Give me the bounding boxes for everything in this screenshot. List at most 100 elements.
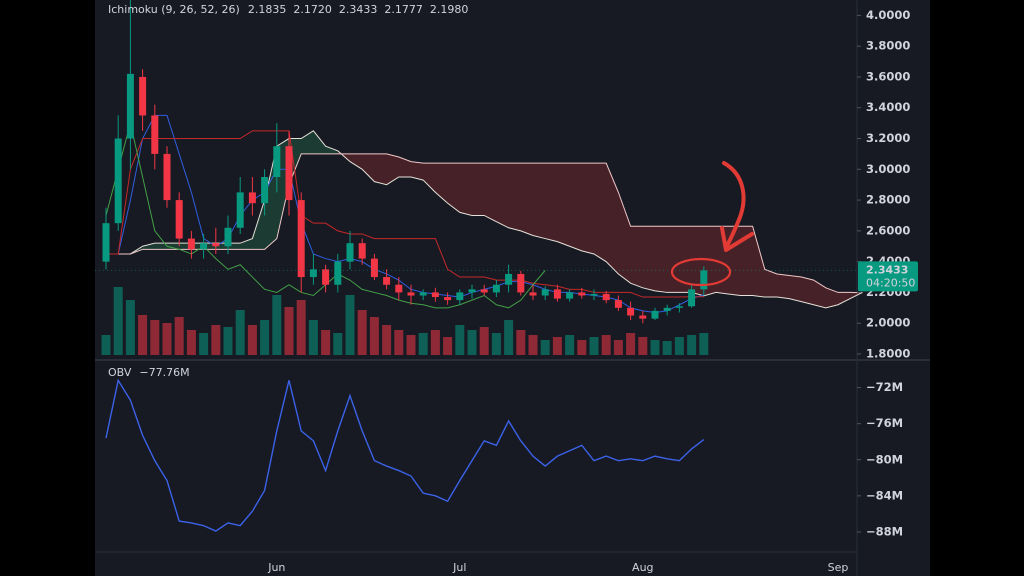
volume-bar bbox=[430, 330, 440, 355]
volume-bar bbox=[687, 335, 697, 355]
candle-body bbox=[187, 238, 195, 250]
indicator-readout: 2.1980 bbox=[430, 3, 469, 16]
candle-body bbox=[431, 292, 439, 298]
candle-body bbox=[419, 292, 427, 296]
cloud-segment bbox=[301, 130, 314, 154]
y-tick-label: 3.2000 bbox=[866, 131, 910, 145]
candle-body bbox=[553, 289, 561, 299]
candle-body bbox=[212, 243, 220, 247]
volume-bar bbox=[247, 325, 257, 355]
cloud-segment bbox=[362, 153, 375, 182]
y-tick-label: 3.8000 bbox=[866, 39, 910, 53]
cloud-segment bbox=[606, 163, 619, 274]
candle-body bbox=[492, 284, 500, 293]
candle-body bbox=[505, 273, 513, 285]
volume-bar bbox=[357, 310, 367, 355]
x-tick-label: Jul bbox=[452, 561, 466, 574]
candle-body bbox=[578, 292, 586, 296]
volume-bar bbox=[186, 330, 196, 355]
candle-body bbox=[456, 292, 464, 301]
annotation-circle bbox=[670, 257, 732, 287]
cloud-segment bbox=[557, 163, 570, 247]
y-tick-label: 3.6000 bbox=[866, 69, 910, 83]
obv-line bbox=[105, 378, 705, 532]
volume-bar bbox=[528, 335, 538, 355]
cloud-segment bbox=[252, 200, 265, 250]
obv-tick-label: −80M bbox=[866, 452, 903, 466]
x-tick-label: Aug bbox=[632, 561, 653, 574]
cloud-segment bbox=[777, 273, 790, 299]
volume-bar bbox=[406, 335, 416, 355]
volume-bar bbox=[699, 333, 709, 355]
volume-bar bbox=[211, 325, 221, 355]
volume-bar bbox=[345, 295, 355, 355]
candle-body bbox=[309, 269, 317, 278]
cloud-segment bbox=[545, 163, 558, 242]
volume-bar bbox=[369, 317, 379, 355]
candle-body bbox=[627, 307, 635, 316]
indicator-line bbox=[106, 130, 704, 298]
obv-readout: −77.76M bbox=[139, 366, 189, 379]
candle-body bbox=[358, 243, 366, 259]
x-tick-label: Sep bbox=[828, 561, 849, 574]
volume-bar bbox=[308, 320, 318, 355]
y-tick-label: 2.0000 bbox=[866, 316, 910, 330]
cloud-segment bbox=[435, 163, 448, 204]
candle-body bbox=[273, 146, 281, 177]
cloud-segment bbox=[838, 292, 851, 305]
candle-body bbox=[639, 315, 647, 319]
cloud-segment bbox=[581, 163, 594, 254]
volume-bar bbox=[650, 340, 660, 355]
volume-bar bbox=[199, 333, 209, 355]
volume-bar bbox=[589, 337, 599, 355]
cloud-segment bbox=[447, 163, 460, 213]
cloud-segment bbox=[789, 275, 802, 302]
candle-body bbox=[614, 300, 622, 308]
candle-body bbox=[383, 277, 391, 285]
volume-bar bbox=[162, 323, 172, 355]
volume-bar bbox=[138, 315, 148, 355]
volume-bar bbox=[113, 287, 123, 355]
volume-bar bbox=[552, 337, 562, 355]
cloud-segment bbox=[142, 243, 155, 250]
cloud-segment bbox=[411, 161, 424, 181]
volume-bar bbox=[125, 300, 135, 355]
volume-bar bbox=[284, 307, 294, 355]
volume-bar bbox=[321, 330, 331, 355]
candle-body bbox=[480, 289, 488, 293]
candle-body bbox=[590, 293, 598, 296]
x-tick-label: Jun bbox=[267, 561, 285, 574]
y-tick-label: 3.4000 bbox=[866, 100, 910, 114]
volume-bar bbox=[443, 337, 453, 355]
cloud-segment bbox=[740, 226, 753, 296]
volume-bar bbox=[638, 337, 648, 355]
obv-tick-label: −76M bbox=[866, 416, 903, 430]
candle-body bbox=[175, 200, 183, 239]
volume-bar bbox=[613, 340, 623, 355]
volume-bar bbox=[174, 317, 184, 355]
cloud-segment bbox=[472, 163, 485, 216]
candle-body bbox=[407, 292, 415, 296]
price-tag-countdown: 04:20:50 bbox=[866, 276, 915, 289]
span-a-line bbox=[106, 130, 863, 309]
price-tag-value: 2.3433 bbox=[866, 263, 908, 276]
candle-body bbox=[395, 284, 403, 293]
candle-body bbox=[102, 223, 110, 262]
annotation-arrowhead bbox=[720, 226, 754, 252]
cloud-segment bbox=[313, 130, 326, 154]
y-tick-label: 2.8000 bbox=[866, 193, 910, 207]
cloud-segment bbox=[520, 163, 533, 236]
cloud-segment bbox=[642, 226, 655, 291]
cloud-segment bbox=[825, 287, 838, 308]
candle-body bbox=[444, 297, 452, 301]
cloud-segment bbox=[569, 163, 582, 251]
cloud-segment bbox=[533, 163, 546, 239]
candle-body bbox=[139, 76, 147, 116]
cloud-segment bbox=[325, 146, 338, 154]
candle-body bbox=[163, 153, 171, 201]
candle-body bbox=[322, 269, 330, 285]
cloud-segment bbox=[496, 163, 509, 228]
obv-tick-label: −84M bbox=[866, 488, 903, 502]
volume-bar bbox=[516, 330, 526, 355]
